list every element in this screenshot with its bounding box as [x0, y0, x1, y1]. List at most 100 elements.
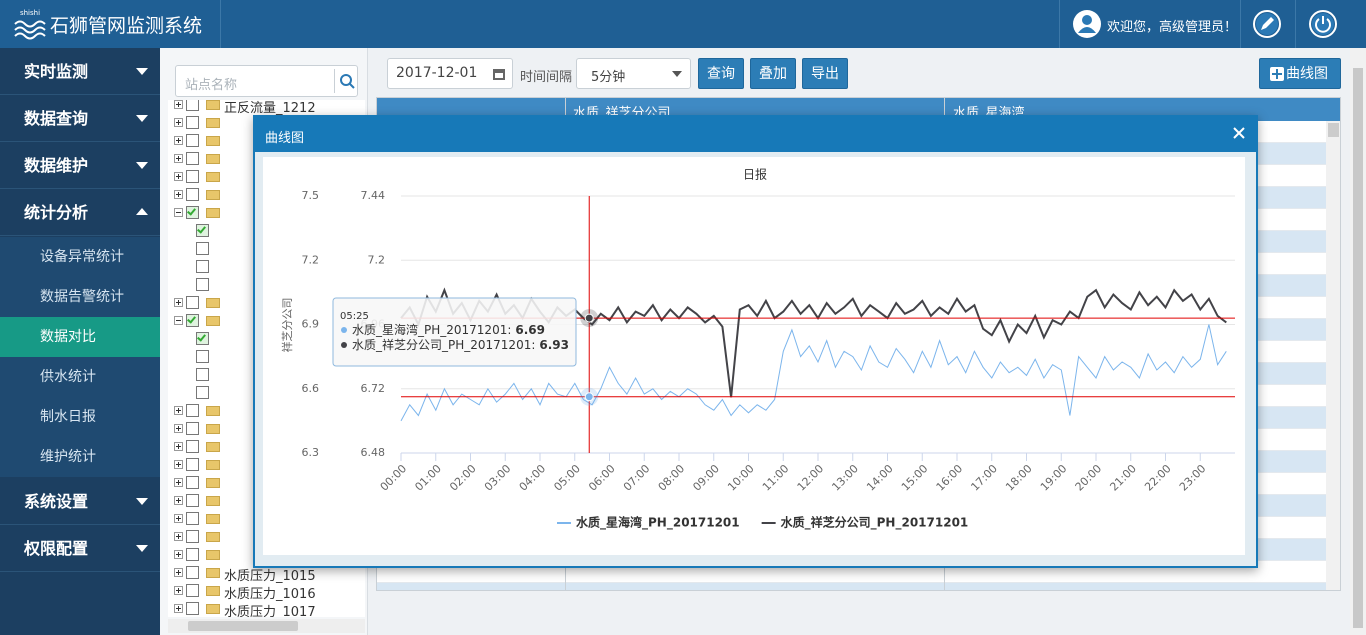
date-value: 2017-12-01 [396, 65, 478, 81]
expander[interactable] [174, 568, 183, 577]
expander[interactable] [174, 100, 183, 109]
checkbox[interactable] [186, 458, 199, 471]
h-scrollbar[interactable] [168, 619, 365, 633]
submenu-item[interactable]: 维护统计 [0, 437, 160, 477]
scroll-thumb[interactable] [188, 621, 298, 631]
checkbox[interactable] [186, 476, 199, 489]
menu-item[interactable]: 实时监测 [0, 48, 160, 95]
export-button[interactable]: 导出 [802, 58, 848, 89]
search-box[interactable]: 站点名称 [175, 65, 358, 97]
checkbox[interactable] [186, 494, 199, 507]
checkbox[interactable] [186, 512, 199, 525]
query-button[interactable]: 查询 [698, 58, 744, 89]
checkbox[interactable] [186, 152, 199, 165]
submenu-item[interactable]: 数据对比 [0, 317, 160, 357]
checkbox[interactable] [186, 188, 199, 201]
folder-icon [206, 100, 220, 110]
expander[interactable] [174, 118, 183, 127]
checkbox[interactable] [186, 548, 199, 561]
checkbox[interactable] [186, 440, 199, 453]
menu-item[interactable]: 统计分析 [0, 189, 160, 236]
checkbox[interactable] [186, 566, 199, 579]
checkbox[interactable] [186, 314, 199, 327]
expander[interactable] [174, 172, 183, 181]
overlay-button[interactable]: 叠加 [750, 58, 796, 89]
submenu-item[interactable]: 供水统计 [0, 357, 160, 397]
close-button[interactable] [1231, 125, 1247, 141]
expander-sign [178, 426, 179, 431]
submenu-item[interactable]: 数据告警统计 [0, 277, 160, 317]
interval-value: 5分钟 [591, 70, 626, 85]
modal-title: 曲线图 [265, 131, 305, 146]
edit-button[interactable] [1252, 9, 1282, 39]
expander[interactable] [174, 190, 183, 199]
expander[interactable] [174, 406, 183, 415]
expander-sign [178, 516, 179, 521]
submenu-item[interactable]: 设备异常统计 [0, 237, 160, 277]
expander[interactable] [174, 550, 183, 559]
checkbox[interactable] [196, 368, 209, 381]
checkbox[interactable] [186, 422, 199, 435]
expander[interactable] [174, 442, 183, 451]
check-mark [197, 224, 206, 234]
page-scrollbar[interactable] [1350, 48, 1366, 635]
expander-sign [178, 444, 179, 449]
folder-icon [206, 154, 220, 164]
expander[interactable] [174, 316, 183, 325]
submenu-item[interactable]: 制水日报 [0, 397, 160, 437]
expander[interactable] [174, 496, 183, 505]
date-input[interactable]: 2017-12-01 [387, 58, 513, 89]
checkbox[interactable] [196, 386, 209, 399]
expander[interactable] [174, 532, 183, 541]
checkbox[interactable] [186, 296, 199, 309]
checkbox[interactable] [186, 100, 199, 111]
user-icon[interactable] [1072, 9, 1102, 39]
expander[interactable] [174, 298, 183, 307]
folder-icon [206, 424, 220, 434]
expander-sign [178, 300, 179, 305]
chart-button[interactable]: 曲线图 [1259, 58, 1341, 89]
interval-select[interactable]: 5分钟 [576, 58, 691, 89]
calendar-icon[interactable] [492, 67, 506, 81]
tooltip-bullet [341, 327, 347, 333]
legend-label: 水质_祥芝分公司_PH_20171201 [781, 515, 969, 531]
divider [1059, 0, 1060, 48]
checkbox[interactable] [196, 224, 209, 237]
expander[interactable] [174, 136, 183, 145]
checkbox[interactable] [186, 134, 199, 147]
folder-icon [206, 442, 220, 452]
checkbox[interactable] [186, 170, 199, 183]
checkbox[interactable] [196, 350, 209, 363]
search-icon[interactable] [338, 72, 356, 90]
expander-sign [176, 212, 181, 213]
expander[interactable] [174, 424, 183, 433]
checkbox[interactable] [196, 278, 209, 291]
checkbox[interactable] [186, 404, 199, 417]
expander[interactable] [174, 604, 183, 613]
expander[interactable] [174, 154, 183, 163]
expander[interactable] [174, 460, 183, 469]
menu-item[interactable]: 权限配置 [0, 525, 160, 572]
expander[interactable] [174, 478, 183, 487]
checkbox[interactable] [186, 584, 199, 597]
menu-item[interactable]: 数据维护 [0, 142, 160, 189]
menu-item[interactable]: 数据查询 [0, 95, 160, 142]
expander[interactable] [174, 586, 183, 595]
checkbox[interactable] [196, 260, 209, 273]
expander[interactable] [174, 208, 183, 217]
expander[interactable] [174, 514, 183, 523]
checkbox[interactable] [186, 530, 199, 543]
expander-sign [178, 480, 179, 485]
checkbox[interactable] [196, 332, 209, 345]
logout-button[interactable] [1308, 9, 1338, 39]
scroll-thumb[interactable] [1353, 68, 1363, 628]
menu-item[interactable]: 系统设置 [0, 478, 160, 525]
v-scrollbar[interactable] [1326, 121, 1340, 590]
checkbox[interactable] [186, 116, 199, 129]
checkbox[interactable] [196, 242, 209, 255]
plus-icon [1270, 67, 1284, 81]
scroll-thumb[interactable] [1328, 123, 1339, 137]
folder-icon [206, 478, 220, 488]
checkbox[interactable] [186, 602, 199, 615]
checkbox[interactable] [186, 206, 199, 219]
